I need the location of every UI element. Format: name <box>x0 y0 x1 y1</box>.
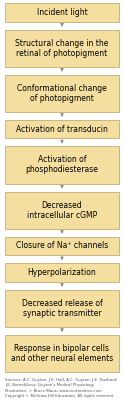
FancyBboxPatch shape <box>5 237 119 255</box>
Text: Illustration: © Bruce Blaus, www.mckinetrics.com: Illustration: © Bruce Blaus, www.mckinet… <box>5 388 102 392</box>
Text: Hyperpolarization: Hyperpolarization <box>28 268 96 277</box>
Text: Conformational change
of photopigment: Conformational change of photopigment <box>17 84 107 103</box>
Text: Sources: A.C. Guyton, J.E. Hall, A.C. Guyton, J.E. Textbook: Sources: A.C. Guyton, J.E. Hall, A.C. Gu… <box>5 378 117 382</box>
FancyBboxPatch shape <box>5 290 119 327</box>
Text: Activation of transducin: Activation of transducin <box>16 124 108 134</box>
Text: Response in bipolar cells
and other neural elements: Response in bipolar cells and other neur… <box>11 344 113 363</box>
Text: Decreased
intracellular cGMP: Decreased intracellular cGMP <box>27 200 97 220</box>
FancyBboxPatch shape <box>5 75 119 112</box>
FancyBboxPatch shape <box>5 263 119 282</box>
FancyBboxPatch shape <box>5 120 119 138</box>
FancyBboxPatch shape <box>5 30 119 67</box>
FancyBboxPatch shape <box>5 3 119 22</box>
Text: Structural change in the
retinal of photopigment: Structural change in the retinal of phot… <box>15 39 109 58</box>
Text: Decreased release of
synaptic transmitter: Decreased release of synaptic transmitte… <box>22 299 102 318</box>
FancyBboxPatch shape <box>5 146 119 184</box>
Text: J.E. Berne&Levy: Guyton's Medical Physiology: J.E. Berne&Levy: Guyton's Medical Physio… <box>5 383 94 387</box>
Text: Closure of Na⁺ channels: Closure of Na⁺ channels <box>16 242 108 250</box>
Text: Copyright © McGraw-Hill Education. All rights reserved.: Copyright © McGraw-Hill Education. All r… <box>5 394 114 398</box>
FancyBboxPatch shape <box>5 192 119 229</box>
FancyBboxPatch shape <box>5 335 119 372</box>
Text: Activation of
phosphodiesterase: Activation of phosphodiesterase <box>26 156 98 174</box>
Text: Incident light: Incident light <box>37 8 87 17</box>
